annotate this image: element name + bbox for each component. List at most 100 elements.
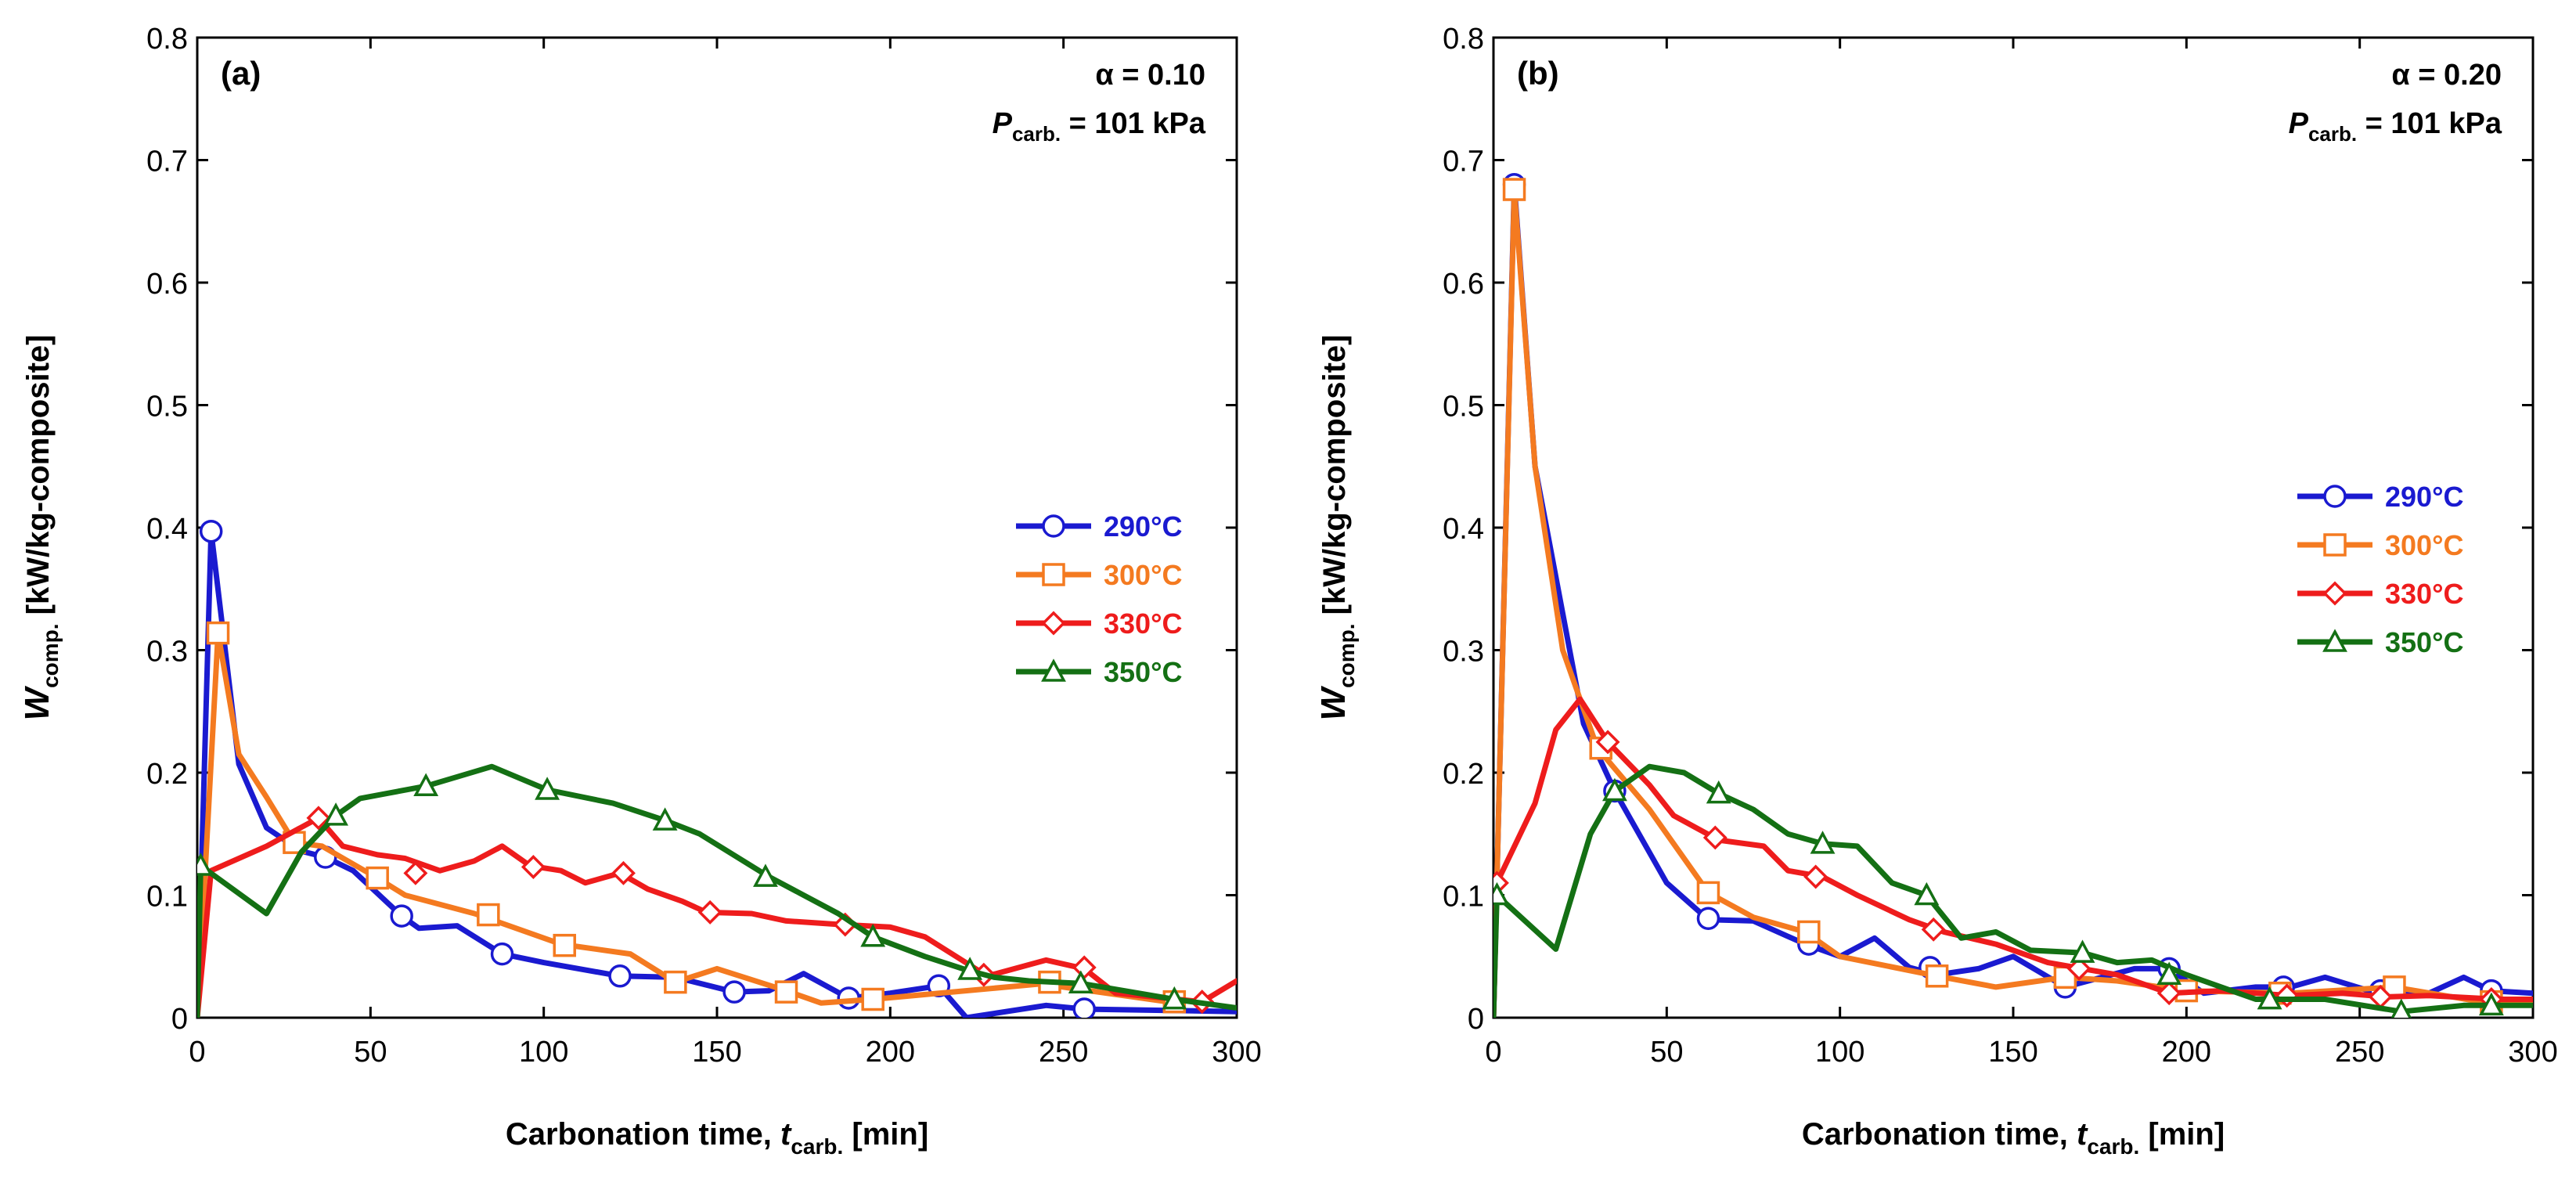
x-tick-label: 0 bbox=[1485, 1036, 1501, 1069]
pressure-value: = 101 kPa bbox=[1061, 107, 1206, 140]
y-tick-label: 0.4 bbox=[1443, 513, 1484, 546]
series-290deg-c bbox=[197, 519, 1237, 1018]
chart-panel-b: 0 0.1 0.2 0.3 0.4 0.5 0.6 0.7 0.8 0 50 100 150 200 250… bbox=[1314, 23, 2558, 1159]
x-axis-label-text: Carbonation time, bbox=[1802, 1117, 2077, 1152]
data-point bbox=[323, 802, 349, 826]
pressure-annotation: Pcarb. = 101 kPa bbox=[2289, 107, 2502, 146]
data-point bbox=[957, 957, 983, 980]
x-tick-label: 0 bbox=[189, 1036, 205, 1069]
legend-label: 290°C bbox=[2385, 481, 2463, 513]
y-tick-label: 0.5 bbox=[1443, 391, 1484, 424]
data-point bbox=[1925, 964, 1949, 988]
x-axis-subscript: carb. bbox=[2087, 1134, 2139, 1159]
y-tick-label: 0.7 bbox=[1443, 146, 1484, 178]
pressure-symbol: P bbox=[993, 107, 1013, 140]
data-point bbox=[553, 933, 576, 957]
alpha-annotation: α = 0.20 bbox=[2391, 59, 2502, 92]
data-point bbox=[2156, 961, 2182, 986]
legend-label: 330°C bbox=[2385, 578, 2463, 610]
data-point bbox=[1706, 780, 1731, 804]
data-point bbox=[1601, 777, 1627, 802]
legend-label: 350°C bbox=[1104, 656, 1182, 688]
legend-item: 350°C bbox=[2297, 626, 2463, 658]
data-point bbox=[1072, 997, 1096, 1018]
series-line bbox=[1493, 182, 2533, 1018]
y-tick-label: 0 bbox=[1468, 1003, 1484, 1036]
series-line bbox=[197, 815, 1237, 1018]
y-tick-label: 0 bbox=[171, 1003, 188, 1036]
data-point bbox=[403, 860, 428, 885]
series-line bbox=[1493, 696, 2533, 1018]
legend-item: 330°C bbox=[1016, 607, 1182, 640]
data-point bbox=[608, 964, 632, 988]
x-axis-label: Carbonation time, tcarb. [min] bbox=[506, 1117, 928, 1159]
chart-panel-a: 0 0.1 0.2 0.3 0.4 0.5 0.6 0.7 0.8 0 50 100 150 200 250… bbox=[18, 23, 1262, 1159]
panel-label: (a) bbox=[221, 55, 261, 92]
data-point bbox=[664, 970, 687, 994]
legend-item: 300°C bbox=[2297, 529, 2463, 561]
series-line bbox=[197, 763, 1237, 1018]
data-point bbox=[1702, 825, 1728, 850]
legend-marker bbox=[2322, 581, 2347, 606]
x-tick-label: 150 bbox=[692, 1036, 741, 1069]
data-point bbox=[722, 980, 746, 1004]
y-tick-label: 0.6 bbox=[1443, 268, 1484, 301]
y-tick-label: 0.5 bbox=[146, 391, 188, 424]
data-point bbox=[611, 860, 636, 885]
x-tick-label: 300 bbox=[1212, 1036, 1261, 1069]
x-tick-label: 50 bbox=[1650, 1036, 1683, 1069]
series-line bbox=[197, 528, 1237, 1018]
legend-marker bbox=[1041, 611, 1066, 636]
legend-label: 330°C bbox=[1104, 607, 1182, 640]
series-350deg-c bbox=[1493, 763, 2533, 1018]
series-330deg-c bbox=[197, 806, 1237, 1018]
data-point bbox=[1595, 730, 1620, 755]
plot-frame bbox=[1492, 36, 2535, 1019]
data-point bbox=[199, 519, 223, 543]
x-tick-label: 250 bbox=[2335, 1036, 2384, 1069]
x-axis-label: Carbonation time, tcarb. [min] bbox=[1802, 1117, 2225, 1159]
data-point bbox=[652, 807, 678, 831]
y-tick-label: 0.4 bbox=[146, 513, 188, 546]
x-axis-subscript: carb. bbox=[791, 1134, 843, 1159]
legend-label: 350°C bbox=[2385, 626, 2463, 658]
x-tick-label: 100 bbox=[519, 1036, 568, 1069]
data-point bbox=[413, 773, 439, 797]
y-tick-label: 0.3 bbox=[146, 636, 188, 669]
data-point bbox=[1914, 881, 1940, 906]
data-point bbox=[197, 853, 214, 876]
pressure-subscript: carb. bbox=[1012, 122, 1061, 146]
y-tick-label: 0.1 bbox=[1443, 881, 1484, 914]
y-tick-label: 0.8 bbox=[1443, 23, 1484, 56]
legend-label: 300°C bbox=[2385, 529, 2463, 561]
y-axis-unit: [kW/kg-composite] bbox=[1317, 335, 1352, 624]
legend-item: 290°C bbox=[2297, 481, 2463, 513]
data-point bbox=[1502, 178, 1526, 201]
data-point bbox=[1797, 920, 1821, 944]
data-point bbox=[861, 987, 884, 1011]
data-point bbox=[697, 899, 722, 925]
data-point bbox=[306, 806, 331, 831]
data-point bbox=[774, 980, 798, 1004]
data-point bbox=[366, 866, 389, 890]
pressure-subscript: carb. bbox=[2308, 122, 2357, 146]
x-axis-symbol: t bbox=[780, 1117, 792, 1152]
alpha-annotation: α = 0.10 bbox=[1095, 59, 1205, 92]
y-axis-label: Wcomp. [kW/kg-composite] bbox=[18, 335, 63, 721]
data-point bbox=[2478, 992, 2504, 1016]
data-point bbox=[477, 903, 500, 927]
data-point bbox=[860, 924, 886, 947]
x-tick-label: 250 bbox=[1039, 1036, 1088, 1069]
data-point bbox=[1810, 831, 1836, 854]
x-axis-symbol: t bbox=[2077, 1117, 2088, 1152]
y-tick-label: 0.3 bbox=[1443, 636, 1484, 669]
legend-item: 350°C bbox=[1016, 656, 1182, 688]
legend-marker bbox=[1042, 563, 1065, 586]
data-point bbox=[753, 863, 778, 887]
data-point bbox=[521, 855, 546, 879]
y-tick-label: 0.6 bbox=[146, 268, 188, 301]
data-point bbox=[2070, 939, 2095, 963]
data-point bbox=[1068, 970, 1093, 993]
legend-item: 300°C bbox=[1016, 559, 1182, 591]
